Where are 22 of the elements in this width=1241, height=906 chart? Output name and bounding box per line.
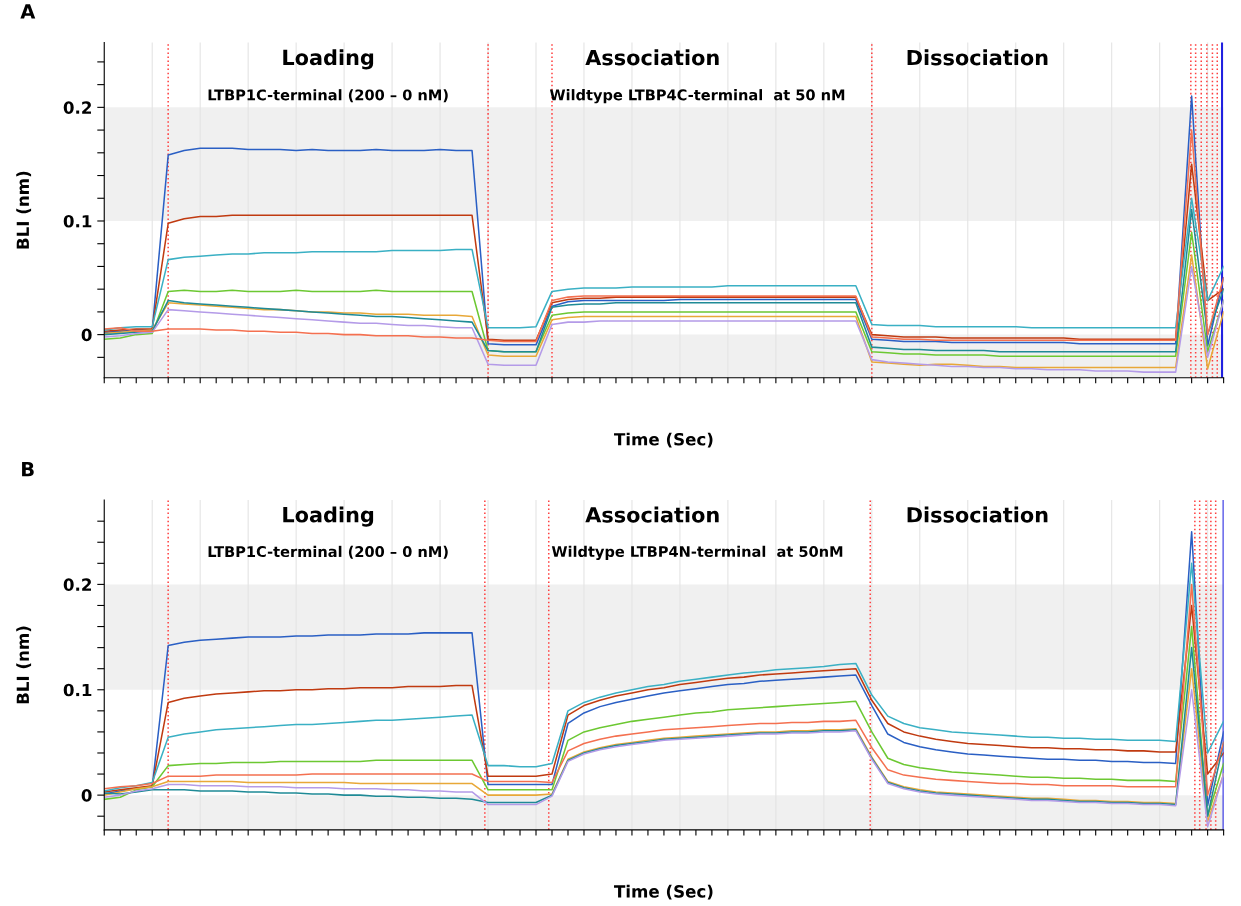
annotation: LTBP1C-terminal (200 – 0 nM): [208, 89, 448, 103]
y-tick-label: 0: [81, 789, 92, 802]
y-axis-title: BLI (nm): [16, 171, 32, 249]
annotation: Wildtype LTBP4C-terminal at 50 nM: [549, 89, 845, 104]
y-tick-label: 0.1: [63, 214, 92, 228]
annotation: LTBP1C-terminal (200 – 0 nM): [208, 545, 448, 559]
annotation: Association: [585, 49, 719, 66]
annotation: Loading: [283, 506, 374, 527]
annotation: Wildtype LTBP4N-terminal at 50nM: [551, 545, 843, 560]
annotation: Association: [585, 506, 719, 523]
y-tick-label: 0.2: [63, 578, 91, 591]
x-axis-title: Time (Sec): [614, 884, 713, 900]
chart-title: A: [20, 4, 36, 19]
y-tick-label: 0: [81, 328, 92, 342]
y-tick-label: 0.1: [63, 683, 92, 697]
y-axis-title: BLI (nm): [16, 626, 32, 704]
annotation: Dissociation: [907, 49, 1048, 66]
x-axis-title: Time (Sec): [614, 432, 713, 448]
y-tick-label: 0.2: [63, 101, 91, 114]
annotation: Loading: [283, 49, 374, 70]
chart-title: B: [22, 462, 34, 477]
annotation: Dissociation: [907, 506, 1048, 523]
